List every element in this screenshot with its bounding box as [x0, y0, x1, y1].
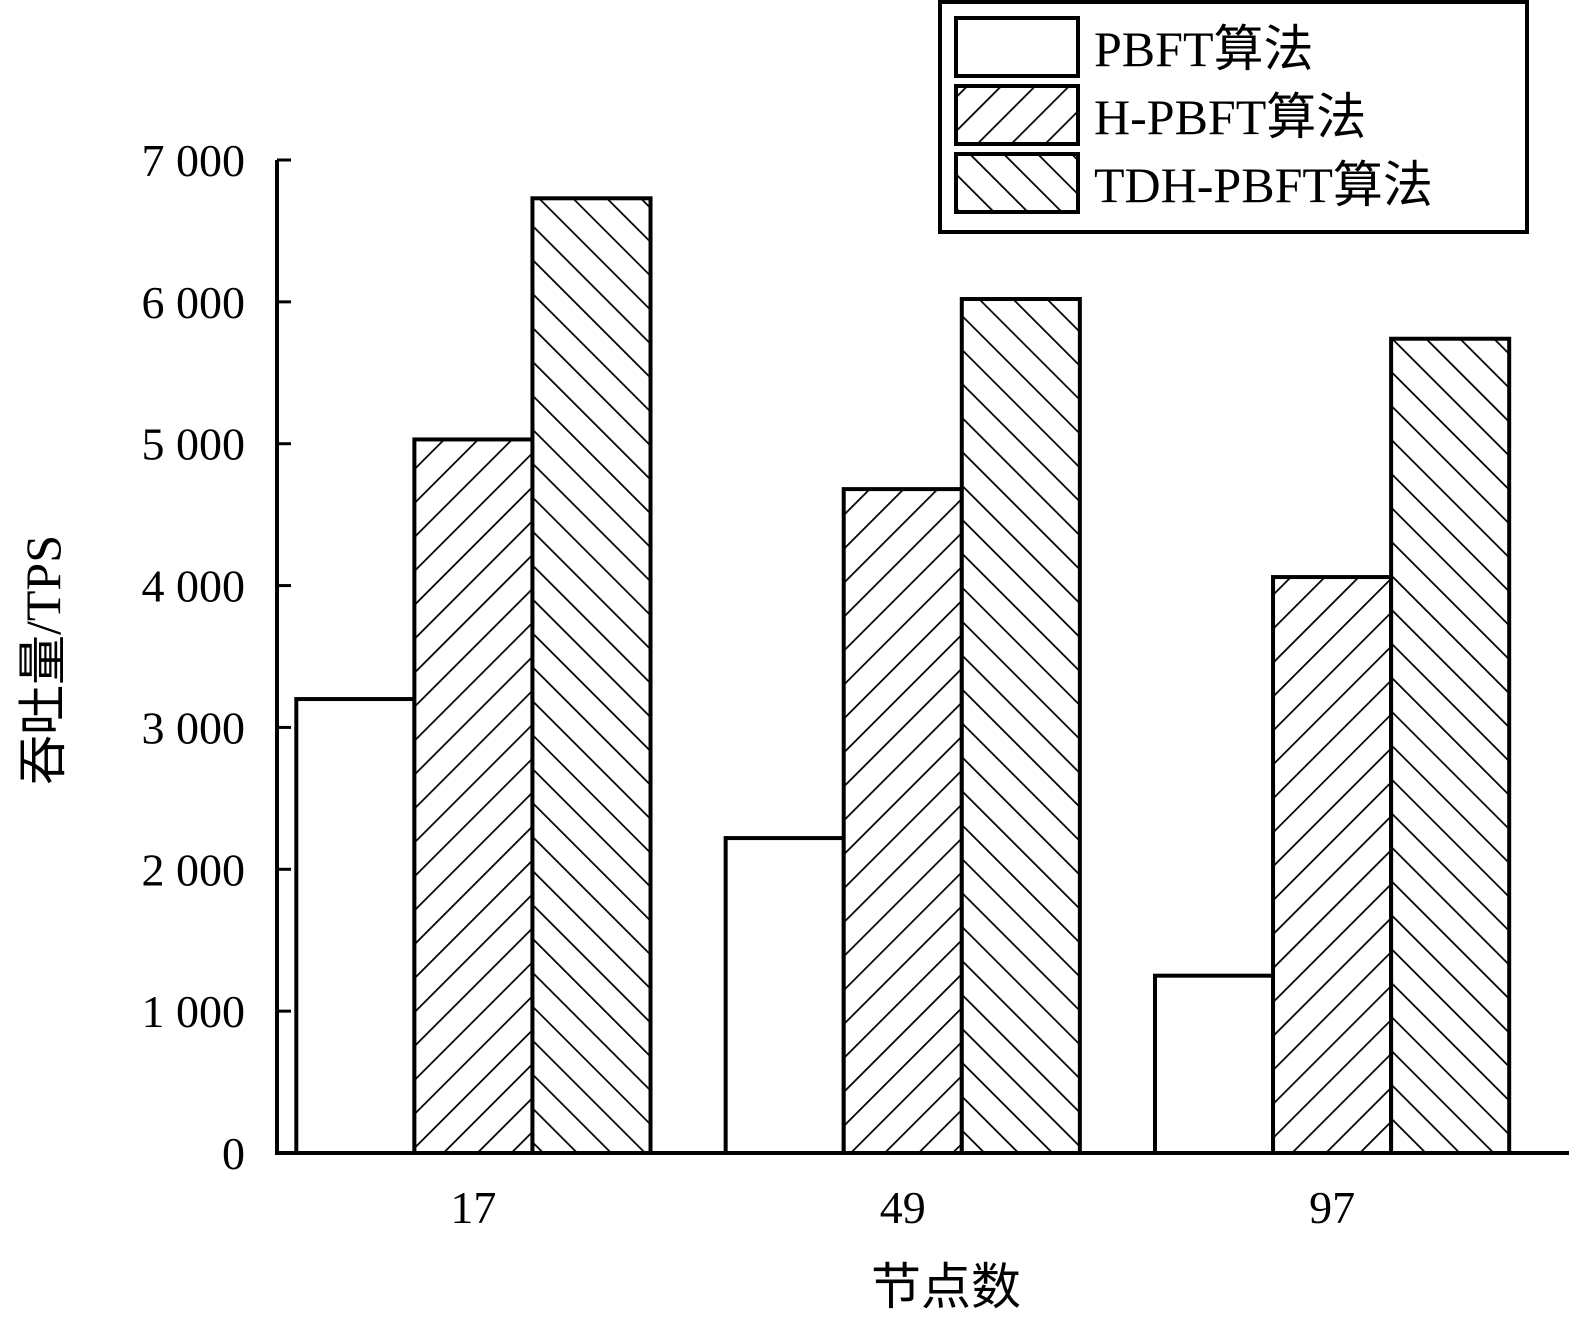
- y-tick-label: 7 000: [142, 135, 246, 186]
- x-tick-label: 17: [450, 1182, 496, 1233]
- x-tick-label: 49: [880, 1182, 926, 1233]
- legend-label-tdh-pbft: TDH-PBFT算法: [1094, 157, 1433, 213]
- legend-label-h-pbft: H-PBFT算法: [1094, 89, 1366, 145]
- y-tick-label: 3 000: [142, 702, 246, 753]
- y-tick-label: 1 000: [142, 986, 246, 1037]
- bars-group: [294, 196, 1512, 1156]
- bar-tdh-pbft-49: [959, 297, 1082, 1155]
- legend-swatch-pbft: [954, 16, 1080, 78]
- legend-swatch-h-pbft: [954, 84, 1080, 146]
- y-axis-ticks: 0 1 000 2 000 3 000 4 000 5 000 6 000 7 000: [142, 135, 291, 1179]
- bar-pbft-97: [1152, 973, 1276, 1156]
- y-tick-label: 6 000: [142, 277, 246, 328]
- y-tick-label: 2 000: [142, 844, 246, 895]
- bar-h-pbft-17: [412, 437, 535, 1155]
- bar-pbft-17: [294, 697, 417, 1155]
- x-tick-label: 97: [1309, 1182, 1355, 1233]
- bar-h-pbft-49: [841, 487, 964, 1155]
- bar-h-pbft-97: [1271, 575, 1394, 1155]
- x-axis-title: 节点数: [871, 1259, 1021, 1315]
- axes: [275, 160, 1569, 1155]
- bar-tdh-pbft-97: [1389, 336, 1512, 1155]
- y-tick-label: 0: [222, 1128, 245, 1179]
- bar-tdh-pbft-17: [530, 196, 653, 1155]
- y-tick-label: 5 000: [142, 419, 246, 470]
- y-axis-title: 吞吐量/TPS: [15, 535, 71, 785]
- bar-pbft-49: [723, 836, 846, 1155]
- legend: PBFT算法 H-PBFT算法 TDH-PBFT算法: [938, 0, 1529, 234]
- y-tick-label: 4 000: [142, 561, 246, 612]
- legend-label-pbft: PBFT算法: [1094, 21, 1314, 77]
- legend-swatch-tdh-pbft: [954, 152, 1080, 214]
